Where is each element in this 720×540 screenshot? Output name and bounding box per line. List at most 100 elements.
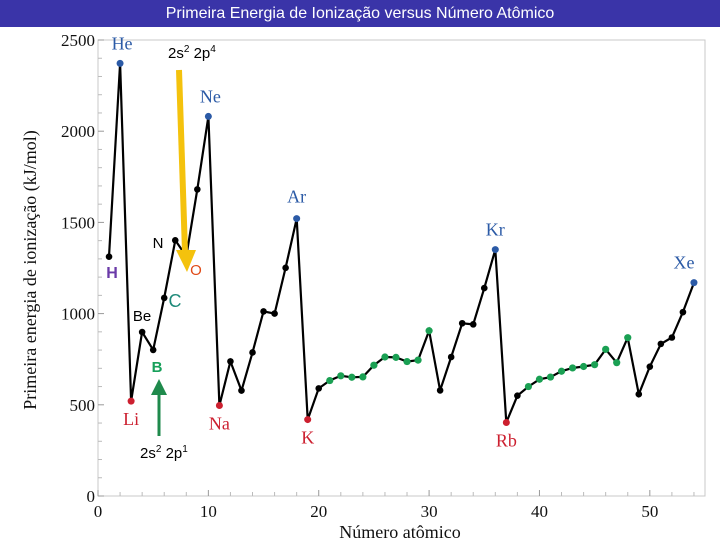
element-label-ar: Ar — [287, 187, 306, 207]
transition-metal-point — [326, 376, 334, 385]
alkali-metal-point — [304, 416, 312, 424]
transition-metal-point — [535, 375, 544, 383]
label-c: C — [169, 291, 182, 311]
data-point — [480, 284, 488, 292]
alkali-metal-point — [215, 402, 223, 410]
noble-gas-point — [491, 246, 499, 254]
data-point — [469, 321, 477, 328]
y-tick-label: 500 — [70, 396, 96, 415]
element-label-k: K — [301, 428, 314, 448]
chart-title: Primeira Energia de Ionização versus Núm… — [0, 0, 720, 27]
transition-metal-point — [381, 353, 389, 361]
axes — [97, 39, 706, 497]
tick-labels: 0 500 1000 1500 2000 2500 0 10 20 30 40 50 Número at… — [20, 31, 695, 540]
data-point — [646, 363, 654, 370]
x-tick-label: 30 — [421, 502, 438, 521]
config-part: 4 — [210, 44, 216, 55]
series-line — [107, 63, 696, 423]
transition-metal-point — [568, 364, 577, 372]
data-points — [105, 59, 698, 426]
data-point — [271, 310, 278, 317]
x-tick-label: 50 — [641, 502, 658, 521]
data-point — [668, 334, 676, 341]
noble-gas-point — [690, 279, 698, 287]
y-tick-label: 0 — [87, 487, 96, 506]
data-point — [194, 186, 201, 193]
alkali-metal-point — [127, 397, 135, 405]
element-label-ne: Ne — [200, 86, 221, 106]
x-tick-label: 40 — [531, 502, 548, 521]
data-point — [447, 353, 455, 361]
config-2p4: 2s2 2p4 — [168, 44, 216, 62]
config-part: 2 — [156, 444, 162, 455]
config-part: 2 — [184, 44, 190, 55]
data-point — [160, 294, 168, 302]
transition-metal-point — [403, 357, 411, 366]
element-label-kr: Kr — [486, 220, 505, 240]
data-point — [138, 328, 146, 336]
arrow-down-shaft — [176, 69, 188, 253]
x-tick-label: 0 — [94, 502, 103, 521]
data-point — [514, 392, 521, 399]
transition-metal-point — [613, 359, 621, 367]
x-tick-label: 10 — [200, 502, 217, 521]
transition-metal-point — [580, 362, 588, 371]
data-point — [679, 308, 687, 316]
transition-metal-point — [546, 373, 555, 381]
plot-frame — [97, 39, 706, 497]
transition-metal-point — [359, 373, 367, 381]
arrow-down-head — [176, 250, 196, 272]
transition-metal-point — [602, 345, 610, 353]
config-part: 2s — [140, 445, 156, 462]
data-point — [260, 308, 267, 315]
label-n: N — [153, 235, 164, 252]
transition-metal-point — [624, 334, 632, 342]
data-point — [171, 236, 179, 244]
arrow-up-head — [151, 379, 167, 395]
x-tick-label: 20 — [310, 502, 327, 521]
transition-metal-point — [425, 327, 433, 335]
label-h: H — [106, 265, 118, 282]
config-2p1: 2s2 2p1 — [140, 444, 188, 462]
config-part: 2s — [168, 45, 184, 62]
data-point — [315, 385, 323, 392]
data-point — [282, 264, 289, 272]
transition-metal-point — [370, 361, 378, 369]
data-point — [657, 340, 665, 348]
transition-metal-point — [591, 361, 599, 369]
y-tick-label: 1500 — [61, 213, 95, 232]
data-point — [635, 390, 643, 398]
transition-metal-point — [414, 356, 422, 364]
transition-metal-point — [348, 373, 356, 381]
data-point — [249, 349, 256, 356]
transition-metal-point — [524, 382, 533, 391]
noble-gas-point — [204, 112, 212, 120]
noble-gas-point — [293, 215, 301, 223]
config-part: 2p — [161, 445, 182, 462]
element-labels: He Ne Ar Kr Xe Li Na K Rb — [112, 33, 695, 450]
alkali-metal-point — [502, 418, 510, 426]
label-o: O — [190, 262, 202, 279]
y-tick-label: 2500 — [61, 31, 95, 50]
data-point — [227, 358, 234, 365]
config-part: 1 — [182, 444, 188, 455]
data-point — [149, 346, 157, 354]
element-label-xe: Xe — [673, 253, 694, 273]
data-point — [458, 319, 466, 327]
transition-metal-point — [557, 367, 566, 375]
series-polyline — [107, 63, 696, 423]
element-label-he: He — [112, 33, 133, 53]
element-label-li: Li — [123, 409, 139, 429]
y-axis-label: Primeira energia de ionização (kJ/mol) — [20, 130, 41, 410]
element-label-na: Na — [209, 414, 230, 434]
transition-metal-point — [392, 353, 400, 361]
config-part: 2p — [189, 45, 210, 62]
noble-gas-point — [116, 59, 124, 67]
y-tick-label: 2000 — [61, 122, 95, 141]
element-label-rb: Rb — [496, 430, 517, 450]
transition-metal-point — [337, 372, 345, 380]
data-point — [105, 253, 113, 260]
x-axis-label: Número atômico — [339, 522, 460, 540]
